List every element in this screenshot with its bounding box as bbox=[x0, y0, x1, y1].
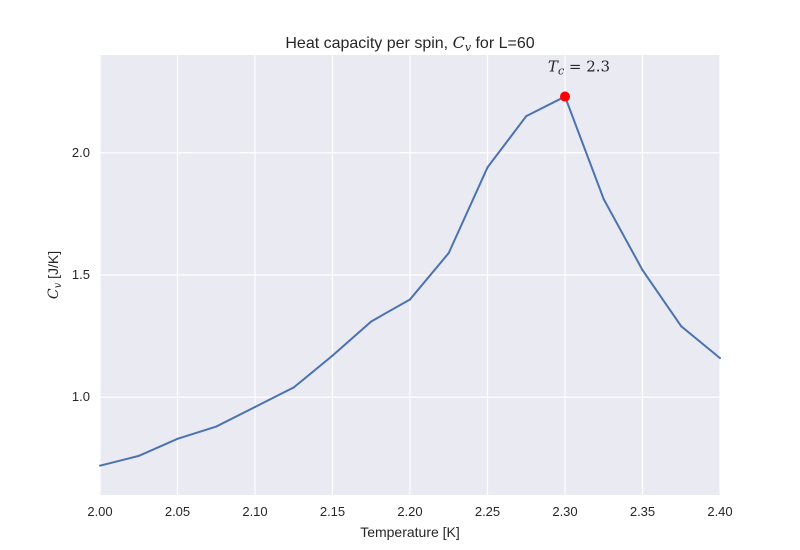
peak-marker bbox=[560, 91, 570, 102]
data-point bbox=[215, 425, 218, 428]
chart-title: Heat capacity per spin, Cv for L=60 bbox=[285, 33, 534, 54]
title-cv-symbol: C bbox=[453, 33, 465, 52]
data-point bbox=[137, 454, 140, 457]
data-point bbox=[409, 298, 411, 301]
x-tick-label: 2.30 bbox=[552, 504, 577, 519]
y-tick-label: 2.0 bbox=[72, 145, 90, 160]
x-tick-label: 2.35 bbox=[630, 504, 655, 519]
x-tick-label: 2.10 bbox=[242, 504, 267, 519]
y-tick-label: 1.5 bbox=[72, 267, 90, 282]
data-points bbox=[99, 95, 721, 467]
data-point bbox=[447, 252, 450, 254]
data-point bbox=[254, 406, 256, 408]
data-point bbox=[719, 357, 721, 360]
data-point bbox=[641, 269, 644, 272]
x-tick-labels: 2.00 2.05 2.10 2.15 2.20 2.25 2.30 2.35 2.40 bbox=[87, 504, 732, 519]
data-point bbox=[525, 115, 528, 118]
data-point bbox=[292, 386, 295, 389]
y-tick-labels: 1.0 1.5 2.0 bbox=[72, 145, 90, 404]
x-tick-label: 2.00 bbox=[87, 504, 112, 519]
grid-lines bbox=[99, 55, 721, 495]
data-point bbox=[99, 464, 101, 467]
title-cv-subscript: v bbox=[465, 41, 472, 54]
data-point bbox=[176, 437, 179, 440]
data-point bbox=[602, 198, 605, 201]
x-tick-label: 2.15 bbox=[320, 504, 345, 519]
x-tick-label: 2.40 bbox=[707, 504, 732, 519]
x-tick-label: 2.20 bbox=[397, 504, 422, 519]
y-tick-label: 1.0 bbox=[72, 389, 90, 404]
x-axis-label: Temperature [K] bbox=[360, 524, 460, 540]
x-tick-label: 2.25 bbox=[475, 504, 500, 519]
y-axis-label: Cv [J/K] bbox=[45, 251, 64, 299]
x-tick-label: 2.05 bbox=[165, 504, 190, 519]
data-point bbox=[331, 354, 334, 357]
critical-temperature-annotation: Tc = 2.3 bbox=[548, 58, 610, 78]
data-point bbox=[370, 320, 373, 323]
data-point bbox=[680, 325, 683, 328]
data-point bbox=[486, 166, 489, 169]
